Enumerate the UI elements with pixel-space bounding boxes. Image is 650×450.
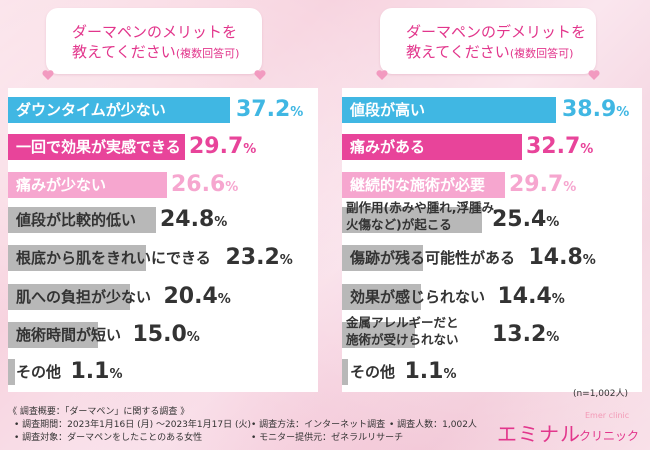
bar-category-label: 痛みがある [350, 138, 426, 156]
bar-row: 傷跡が残る可能性がある 14.8% [342, 245, 642, 271]
demerit-chart-panel: 値段が高い 38.9% 痛みがある 32.7% 継続的な施術が必要 29.7% 副作用(赤み… [342, 88, 642, 392]
bar [8, 245, 146, 271]
bar-value-label: 37.2% [236, 97, 304, 122]
bar-row: 継続的な施術が必要 29.7% [342, 172, 642, 198]
brand-clinic: クリニック [579, 429, 640, 443]
left-question-card: ダーマペンのメリットを 教えてください(複数回答可) [42, 8, 266, 80]
bar [342, 134, 522, 160]
bar-category-label: 金属アレルギーだと 施術が受けられない [346, 315, 459, 347]
bar-row: 施術時間が短い 15.0% [8, 322, 318, 348]
bar-row: 痛みが少ない 26.6% [8, 172, 318, 198]
brand-name: エミナル [497, 422, 581, 446]
bar-row: 肌への負担が少ない 20.4% [8, 284, 318, 310]
bar [8, 172, 167, 198]
bar-value-label: 38.9% [562, 97, 630, 122]
merit-chart-panel: ダウンタイムが少ない 37.2% 一回で効果が実感できる 29.7% 痛みが少ない 26.… [8, 88, 318, 392]
footer-count: • 調査人数：1,002人 [389, 420, 477, 430]
heart-icon [376, 70, 388, 80]
footer-summary: 《 調査概要：「ダーマペン」に関する調査 》 [8, 407, 190, 417]
bar [342, 97, 556, 123]
bar-category-label: その他 [16, 363, 62, 381]
bar [342, 172, 505, 198]
bar-value-label: 29.7% [189, 134, 257, 159]
bar [8, 207, 156, 233]
bar [342, 284, 421, 310]
bar-category-label: その他 [350, 363, 396, 381]
bar-row: その他 1.1% [8, 359, 318, 385]
bar-category-label: 継続的な施術が必要 [350, 176, 486, 194]
bar-value-label: 32.7% [526, 134, 594, 159]
bar-category-label: 値段が比較的低い [16, 211, 137, 229]
bar-row: ダウンタイムが少ない 37.2% [8, 97, 318, 123]
right-question-title: ダーマペンのデメリットを 教えてください(複数回答可) [406, 23, 587, 61]
bar-row: 金属アレルギーだと 施術が受けられない 13.2% [342, 315, 642, 348]
bar-category-label: 一回で効果が実感できる [16, 138, 181, 156]
bar-row: 痛みがある 32.7% [342, 134, 642, 160]
bar-category-label: 傷跡が残る可能性がある [350, 249, 516, 267]
bar-value-label: 1.1% [404, 359, 457, 384]
bar [342, 359, 348, 385]
left-question-title: ダーマペンのメリットを 教えてください(複数回答可) [72, 23, 240, 61]
bar-value-label: 14.4% [497, 284, 565, 309]
bar-row: 効果が感じられない 14.4% [342, 284, 642, 310]
bar [8, 284, 130, 310]
bar-category-label: 肌への負担が少ない [16, 288, 152, 306]
brand-sub: Emer clinic [585, 411, 630, 420]
bar-value-label: 1.1% [70, 359, 123, 384]
bar-row: 値段が高い 38.9% [342, 97, 642, 123]
bar-row: 副作用(赤みや腫れ,浮腫み, 火傷など)が起こる 25.4% [342, 200, 642, 233]
bar-value-label: 13.2% [492, 322, 560, 347]
right-question-card: ダーマペンのデメリットを 教えてください(複数回答可) [376, 8, 600, 80]
bar [342, 245, 423, 271]
bar [8, 359, 15, 385]
bar [8, 97, 230, 123]
bar-category-label: 痛みが少ない [16, 176, 107, 194]
footer-provider: • モニター提供元：ゼネラルリサーチ [251, 433, 404, 443]
bar [8, 134, 185, 160]
bar-value-label: 24.8% [160, 207, 228, 232]
bar-row: 根底から肌をきれいにできる 23.2% [8, 245, 318, 271]
bar-value-label: 14.8% [528, 245, 596, 270]
bar-category-label: 副作用(赤みや腫れ,浮腫み, 火傷など)が起こる [346, 200, 499, 232]
brand-logo: Emer clinic エミナル クリニック [497, 411, 645, 446]
bar-row: その他 1.1% [342, 359, 642, 385]
bar-value-label: 15.0% [132, 322, 200, 347]
bar-value-label: 29.7% [509, 172, 577, 197]
sample-size-label: (n=1,002人) [572, 389, 628, 399]
footer-period: • 調査期間：2023年1月16日 (月) 〜2023年1月17日 (火) [14, 420, 251, 430]
bar-category-label: ダウンタイムが少ない [16, 101, 166, 119]
bar [342, 322, 415, 348]
bar-row: 値段が比較的低い 24.8% [8, 207, 318, 233]
heart-icon [42, 70, 54, 80]
bar-category-label: 施術時間が短い [16, 326, 122, 344]
footer-target: • 調査対象：ダーマペンをしたことのある女性 [14, 433, 203, 443]
bar-value-label: 26.6% [171, 172, 239, 197]
bar [342, 207, 482, 233]
heart-icon [254, 70, 266, 80]
bar-value-label: 20.4% [163, 284, 231, 309]
bar-category-label: 値段が高い [350, 101, 426, 119]
footer-method: • 調査方法：インターネット調査 [251, 420, 386, 430]
bar [8, 322, 98, 348]
bar-row: 一回で効果が実感できる 29.7% [8, 134, 318, 160]
bar-category-label: 効果が感じられない [350, 288, 486, 306]
bar-value-label: 25.4% [492, 207, 560, 232]
heart-icon [588, 70, 600, 80]
bar-category-label: 根底から肌をきれいにできる [16, 249, 211, 267]
bar-value-label: 23.2% [225, 245, 293, 270]
